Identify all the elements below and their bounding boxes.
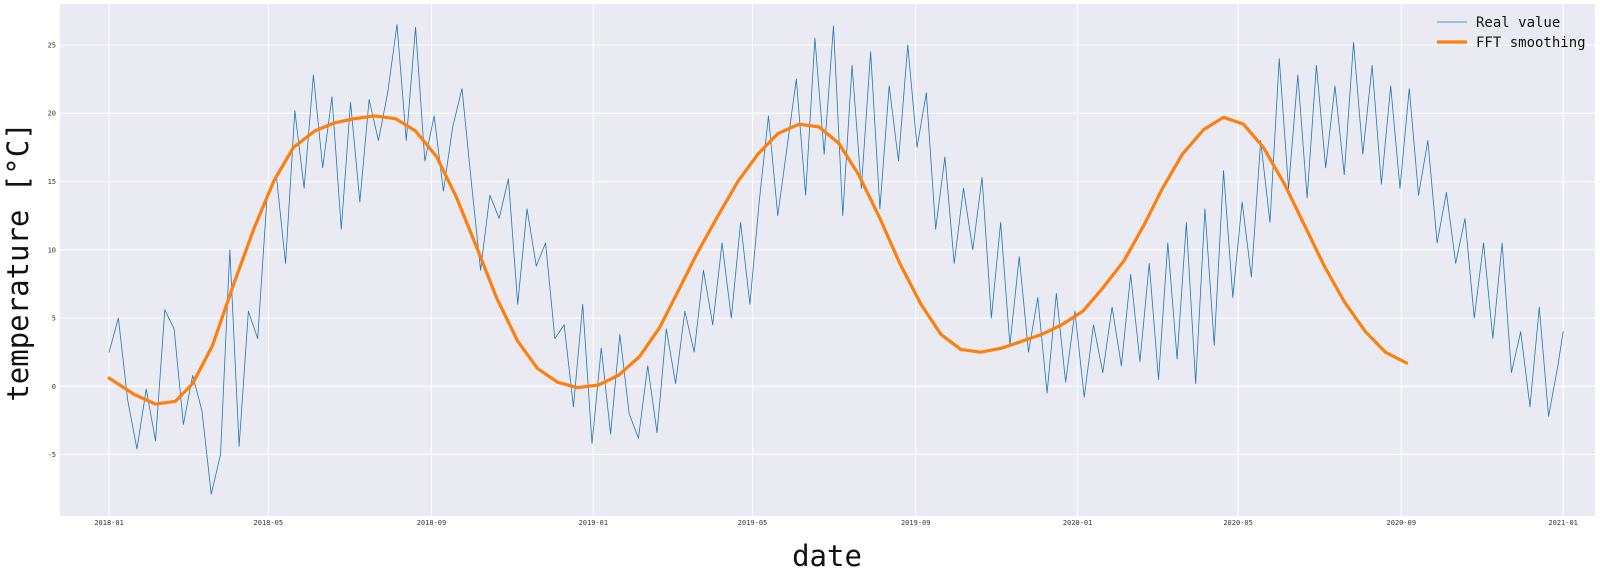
plot-area	[60, 4, 1595, 516]
legend-label-real-value: Real value	[1476, 15, 1560, 31]
legend: Real value FFT smoothing	[1437, 15, 1586, 51]
grid-lines	[60, 4, 1595, 516]
y-tick-label: 5	[52, 315, 56, 323]
x-tick-label: 2020-01	[1063, 519, 1093, 527]
legend-label-fft-smoothing: FFT smoothing	[1476, 35, 1586, 51]
series-line-fft-smoothing	[107, 114, 1409, 406]
y-tick-label: 0	[52, 383, 56, 391]
x-tick-label: 2020-09	[1387, 519, 1417, 527]
x-axis-title: date	[792, 539, 862, 573]
y-tick-label: -5	[48, 451, 56, 459]
y-tick-label: 15	[48, 178, 56, 186]
x-tick-label: 2018-09	[417, 519, 447, 527]
x-tick-label: 2018-01	[94, 519, 124, 527]
x-tick-label: 2021-01	[1548, 519, 1578, 527]
series-layer	[107, 24, 1564, 495]
x-tick-label: 2020-05	[1223, 519, 1253, 527]
x-tick-label: 2019-05	[738, 519, 768, 527]
y-tick-label: 20	[48, 110, 56, 118]
x-tick-label: 2018-05	[254, 519, 284, 527]
y-tick-labels: -5 0 5 10 15 20 25	[48, 41, 56, 459]
y-tick-label: 10	[48, 246, 56, 254]
x-tick-labels: 2018-01 2018-05 2018-09 2019-01 2019-05 2019-…	[94, 519, 1578, 527]
y-axis-title: temperature [°C]	[1, 122, 35, 401]
y-tick-label: 25	[48, 41, 56, 49]
x-tick-label: 2019-01	[579, 519, 609, 527]
x-tick-label: 2019-09	[901, 519, 931, 527]
